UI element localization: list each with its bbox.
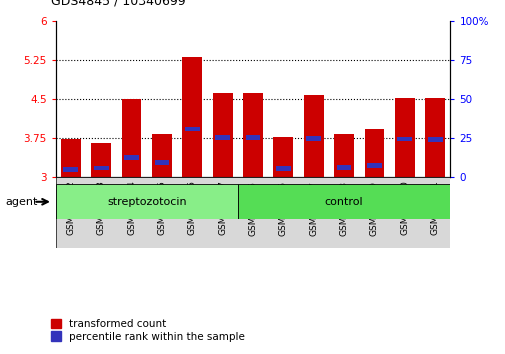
Bar [154,160,169,165]
Bar [425,98,444,177]
Bar [215,135,230,139]
Text: GSM978543: GSM978543 [96,181,106,235]
Bar [306,136,321,141]
Text: GSM978535: GSM978535 [248,181,257,235]
Bar [275,166,290,171]
Text: streptozotocin: streptozotocin [107,197,186,207]
Bar [182,57,202,177]
Bar [213,93,232,177]
Bar [364,129,384,177]
FancyBboxPatch shape [237,184,449,219]
Bar [152,134,172,177]
Bar [396,137,412,141]
Text: GSM978544: GSM978544 [127,181,136,235]
Text: GSM978545: GSM978545 [157,181,166,235]
Bar [122,99,141,177]
FancyBboxPatch shape [56,184,237,219]
Text: GSM978540: GSM978540 [399,181,409,235]
Text: GSM978536: GSM978536 [278,181,287,235]
Text: GSM978537: GSM978537 [309,181,318,235]
Bar [336,165,351,170]
Bar [245,135,260,139]
Bar [243,93,263,177]
Text: GSM978547: GSM978547 [218,181,227,235]
Bar [56,177,449,248]
Bar [184,127,199,131]
Bar [61,139,81,177]
Bar [366,163,381,168]
Text: GDS4845 / 10340699: GDS4845 / 10340699 [50,0,185,7]
Text: agent: agent [5,197,37,207]
Legend: transformed count, percentile rank within the sample: transformed count, percentile rank withi… [50,319,245,342]
Bar [63,167,78,172]
Text: control: control [324,197,363,207]
Text: GSM978546: GSM978546 [187,181,196,235]
Bar [394,98,414,177]
Bar [124,155,139,160]
Bar [303,96,323,177]
Bar [93,166,109,170]
Text: GSM978542: GSM978542 [66,181,75,235]
Bar [427,137,442,142]
Text: GSM978541: GSM978541 [430,181,439,235]
Text: GSM978538: GSM978538 [339,181,348,235]
Text: GSM978539: GSM978539 [369,181,378,235]
Bar [334,134,353,177]
Bar [273,137,293,177]
Bar [91,143,111,177]
